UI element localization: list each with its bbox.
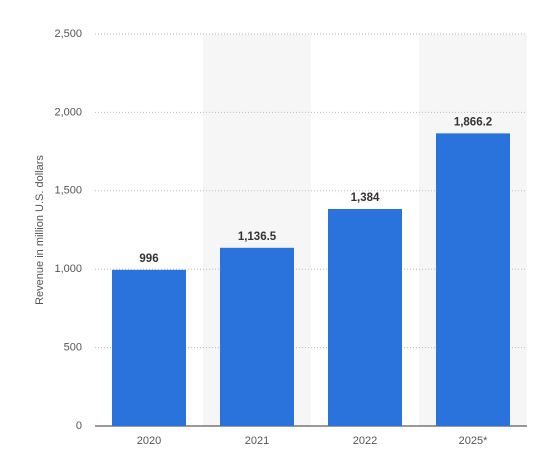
- value-label: 1,136.5: [238, 231, 277, 243]
- x-tick-label: 2020: [137, 435, 161, 447]
- x-tick-label: 2022: [353, 435, 377, 447]
- y-axis-label: Revenue in million U.S. dollars: [34, 155, 46, 305]
- bar: [112, 269, 186, 426]
- y-tick-label: 1,000: [54, 263, 82, 275]
- x-tick-label: 2025*: [459, 435, 488, 447]
- value-label: 1,866.2: [454, 116, 492, 128]
- y-tick-label: 2,500: [54, 28, 82, 40]
- x-tick-label: 2021: [245, 435, 269, 447]
- bar: [328, 208, 402, 426]
- value-label: 996: [139, 253, 158, 265]
- y-tick-label: 2,000: [54, 106, 82, 118]
- y-tick-label: 1,500: [54, 185, 82, 197]
- bar: [436, 133, 510, 427]
- value-label: 1,384: [351, 192, 380, 204]
- bar: [220, 247, 294, 426]
- y-tick-label: 500: [64, 342, 82, 354]
- y-tick-label: 0: [76, 420, 82, 432]
